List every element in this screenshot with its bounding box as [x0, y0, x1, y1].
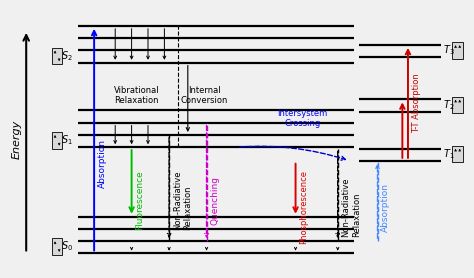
Text: S$_2$: S$_2$ — [61, 49, 73, 63]
Text: T$_1$: T$_1$ — [443, 147, 455, 161]
Text: T$_2$: T$_2$ — [443, 98, 455, 112]
Bar — [453, 97, 463, 113]
Bar — [453, 146, 463, 162]
Text: Non-Radiative
Relaxation: Non-Radiative Relaxation — [341, 177, 361, 237]
Text: Vibrational
Relaxation: Vibrational Relaxation — [113, 86, 159, 105]
Text: S$_1$: S$_1$ — [61, 133, 73, 147]
Text: Absorption: Absorption — [381, 183, 390, 232]
Bar — [453, 42, 463, 59]
Text: Phosphorescence: Phosphorescence — [299, 170, 308, 244]
Text: Intersystem
Crossing: Intersystem Crossing — [277, 109, 328, 128]
Text: S$_0$: S$_0$ — [61, 240, 73, 254]
Text: T-T Absorption: T-T Absorption — [412, 74, 421, 133]
Text: T$_3$: T$_3$ — [443, 43, 455, 57]
Text: Non-Radiative
Relaxation: Non-Radiative Relaxation — [173, 170, 192, 230]
Text: Quenching: Quenching — [210, 176, 219, 225]
Text: Absorption: Absorption — [98, 139, 107, 188]
Text: Internal
Conversion: Internal Conversion — [181, 86, 228, 105]
Bar — [52, 48, 62, 64]
Text: Energy: Energy — [12, 119, 22, 159]
Bar — [52, 132, 62, 148]
Text: Fluorescence: Fluorescence — [136, 170, 145, 230]
Bar — [52, 239, 62, 255]
